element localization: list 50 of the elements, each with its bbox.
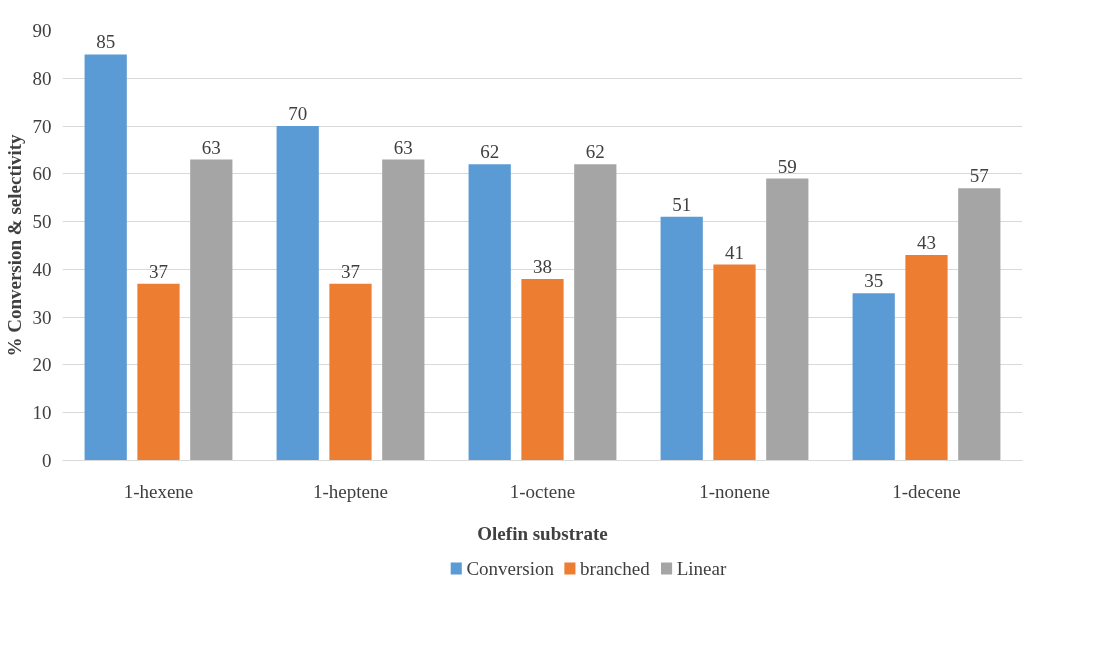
y-tick-label: 50 (32, 211, 52, 233)
y-axis-title: % Conversion & selectivity (3, 133, 25, 357)
x-tick-label: 1-heptene (313, 480, 388, 502)
bar (574, 164, 617, 461)
data-label: 51 (672, 193, 692, 215)
bar (382, 159, 425, 461)
data-label: 62 (585, 141, 605, 163)
data-label: 35 (864, 270, 884, 292)
y-tick-label: 90 (32, 20, 52, 41)
x-tick-label: 1-nonene (699, 480, 770, 502)
data-label: 63 (393, 136, 413, 158)
bar (766, 178, 809, 461)
legend-label: Conversion (466, 558, 555, 579)
bar (905, 255, 948, 461)
bar (713, 264, 756, 461)
y-tick-label: 20 (32, 354, 52, 376)
bar (276, 126, 319, 461)
bar (468, 164, 511, 461)
bar (84, 54, 127, 461)
legend-label: Linear (676, 558, 727, 579)
y-tick-label: 60 (32, 163, 52, 185)
x-tick-label: 1-octene (509, 480, 576, 502)
y-tick-label: 80 (32, 67, 52, 89)
bar (190, 159, 233, 461)
data-label: 57 (969, 165, 989, 187)
bar (329, 283, 372, 461)
data-label: 59 (777, 155, 797, 177)
x-axis-title: Olefin substrate (477, 522, 608, 544)
y-tick-label: 30 (32, 306, 52, 328)
bar (852, 293, 895, 461)
data-label: 38 (533, 255, 552, 277)
y-tick-label: 70 (32, 115, 52, 137)
bar (660, 216, 703, 461)
bar (137, 283, 180, 461)
x-tick-label: 1-decene (892, 480, 961, 502)
data-label: 85 (96, 31, 116, 53)
bar (958, 188, 1001, 461)
y-tick-label: 40 (32, 258, 52, 280)
bar (521, 278, 564, 461)
data-label: 70 (288, 103, 308, 125)
data-label: 41 (725, 241, 744, 263)
data-label: 43 (917, 232, 936, 254)
data-label: 63 (201, 136, 221, 158)
data-label: 62 (480, 141, 500, 163)
x-tick-label: 1-hexene (123, 480, 194, 502)
legend-label: branched (580, 558, 651, 579)
y-tick-label: 0 (42, 450, 52, 471)
data-label: 37 (341, 260, 360, 282)
data-label: 37 (149, 260, 168, 282)
y-tick-label: 10 (32, 402, 52, 424)
